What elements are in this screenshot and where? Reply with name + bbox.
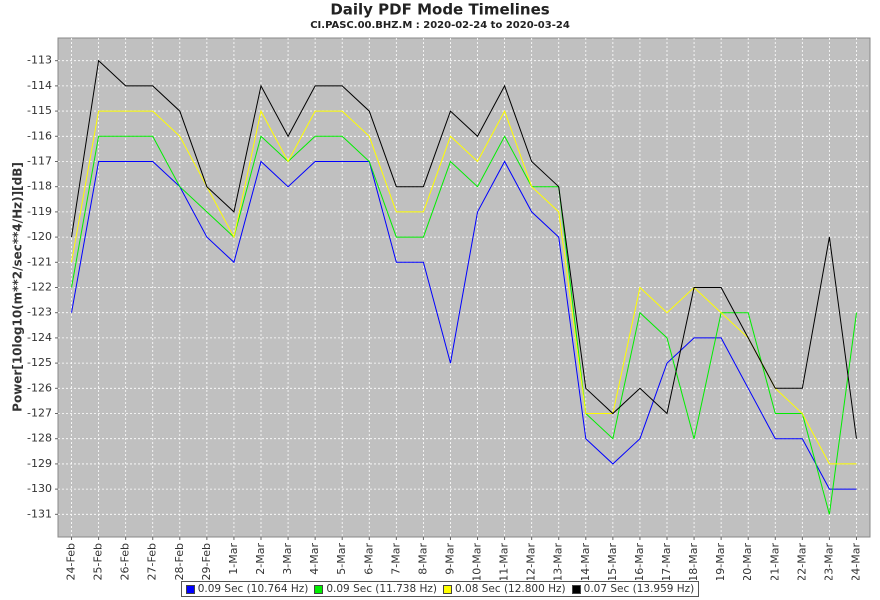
chart-subtitle: CI.PASC.00.BHZ.M : 2020-02-24 to 2020-03… xyxy=(310,20,570,31)
x-tick-label: 6-Mar xyxy=(362,543,375,575)
x-tick-label: 21-Mar xyxy=(768,543,781,580)
x-tick-label: 1-Mar xyxy=(227,543,240,575)
y-tick-label: -129 xyxy=(27,457,52,470)
y-tick-label: -120 xyxy=(27,230,52,243)
series-line xyxy=(71,109,857,465)
x-tick-label: 22-Mar xyxy=(795,543,808,580)
legend: 0.09 Sec (10.764 Hz) 0.09 Sec (11.738 Hz)… xyxy=(0,581,880,597)
x-tick-label: 3-Mar xyxy=(281,543,294,575)
x-tick-label: 27-Feb xyxy=(146,543,159,580)
x-tick-label: 24-Feb xyxy=(65,543,78,580)
y-tick-label: -118 xyxy=(27,180,52,193)
x-tick-label: 23-Mar xyxy=(822,543,835,580)
x-tick-label: 28-Feb xyxy=(173,543,186,580)
y-tick-label: -122 xyxy=(27,281,52,294)
x-tick-label: 29-Feb xyxy=(200,543,213,580)
legend-swatch xyxy=(443,584,452,594)
y-tick-label: -127 xyxy=(27,407,52,420)
legend-box: 0.09 Sec (10.764 Hz) 0.09 Sec (11.738 Hz)… xyxy=(180,581,700,597)
legend-label: 0.09 Sec (11.738 Hz) xyxy=(326,583,437,595)
y-tick-label: -116 xyxy=(27,129,52,142)
series-line xyxy=(71,135,857,515)
legend-label: 0.09 Sec (10.764 Hz) xyxy=(197,583,309,595)
x-tick-label: 26-Feb xyxy=(119,543,132,580)
y-tick-label: -131 xyxy=(27,507,52,520)
legend-item: 0.09 Sec (11.738 Hz) xyxy=(314,583,437,595)
x-tick-label: 10-Mar xyxy=(471,543,484,580)
x-tick-label: 2-Mar xyxy=(254,543,267,575)
x-tick-label: 15-Mar xyxy=(606,543,619,580)
y-tick-label: -121 xyxy=(27,255,52,268)
legend-item: 0.08 Sec (12.800 Hz) xyxy=(443,583,566,595)
legend-label: 0.08 Sec (12.800 Hz) xyxy=(455,583,566,595)
x-tick-label: 17-Mar xyxy=(660,543,673,580)
legend-swatch xyxy=(314,584,324,594)
x-tick-label: 13-Mar xyxy=(552,543,565,580)
x-tick-label: 25-Feb xyxy=(92,543,105,580)
y-tick-label: -119 xyxy=(27,205,52,218)
legend-item: 0.09 Sec (10.764 Hz) xyxy=(185,583,309,595)
chart-title: Daily PDF Mode Timelines xyxy=(330,1,549,19)
y-tick-label: -113 xyxy=(27,54,52,67)
legend-swatch xyxy=(185,584,195,594)
y-tick-label: -117 xyxy=(27,154,52,167)
x-tick-label: 19-Mar xyxy=(714,543,727,580)
x-tick-label: 18-Mar xyxy=(687,543,700,580)
legend-swatch xyxy=(571,584,581,594)
y-axis-label: Power[10log10(m**2/sec**4/Hz)][dB] xyxy=(11,162,25,412)
x-tick-label: 11-Mar xyxy=(498,543,511,580)
x-tick-label: 7-Mar xyxy=(389,543,402,575)
x-tick-label: 8-Mar xyxy=(416,543,429,575)
chart: Daily PDF Mode Timelines CI.PASC.00.BHZ.… xyxy=(11,1,871,582)
legend-item: 0.07 Sec (13.959 Hz) xyxy=(571,583,695,595)
x-tick-label: 24-Mar xyxy=(849,543,862,580)
y-tick-label: -114 xyxy=(27,79,52,92)
series-line xyxy=(71,59,857,439)
y-tick-label: -125 xyxy=(27,356,52,369)
legend-label: 0.07 Sec (13.959 Hz) xyxy=(583,583,695,595)
x-tick-label: 14-Mar xyxy=(579,543,592,580)
x-tick-label: 12-Mar xyxy=(525,543,538,580)
x-tick-label: 9-Mar xyxy=(443,543,456,575)
y-tick-label: -130 xyxy=(27,482,52,495)
y-tick-label: -124 xyxy=(27,331,52,344)
x-tick-label: 20-Mar xyxy=(741,543,754,580)
x-tick-label: 16-Mar xyxy=(633,543,646,580)
y-tick-label: -115 xyxy=(27,104,52,117)
y-tick-label: -126 xyxy=(27,381,52,394)
y-tick-label: -128 xyxy=(27,432,52,445)
x-tick-label: 4-Mar xyxy=(308,543,321,575)
series-line xyxy=(71,160,857,490)
x-tick-label: 5-Mar xyxy=(335,543,348,575)
y-tick-label: -123 xyxy=(27,306,52,319)
